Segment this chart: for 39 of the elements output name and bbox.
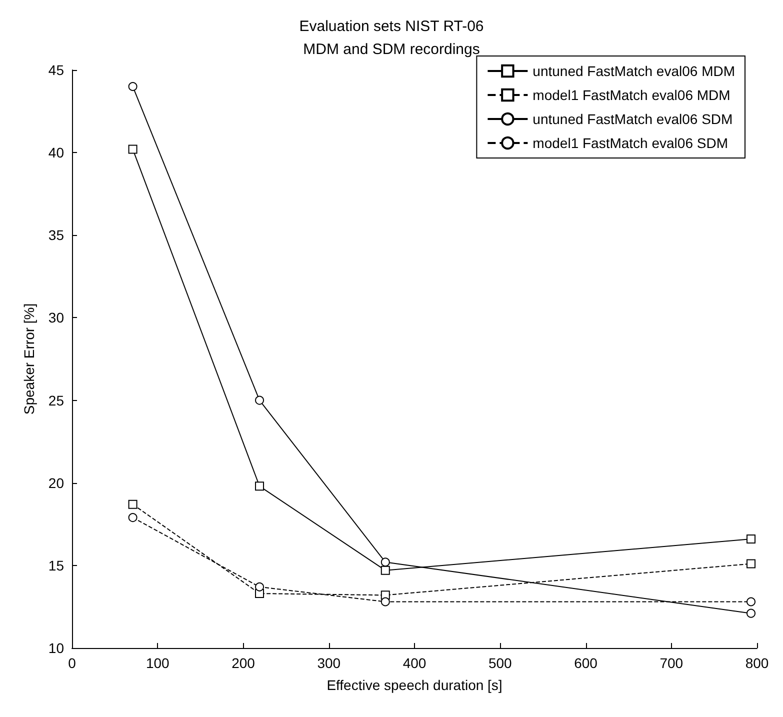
legend-label: untuned FastMatch eval06 MDM	[532, 63, 736, 79]
legend-label: model1 FastMatch eval06 SDM	[532, 135, 728, 151]
chart-subtitle: MDM and SDM recordings	[303, 41, 480, 58]
x-tick-label: 100	[146, 655, 170, 671]
point	[255, 482, 264, 491]
x-tick-label: 800	[745, 655, 769, 671]
point	[746, 534, 756, 544]
point	[255, 396, 264, 405]
y-tick-label: 35	[48, 227, 64, 244]
point	[746, 597, 756, 606]
legend-label: untuned FastMatch eval06 SDM	[532, 111, 733, 127]
y-axis-title: Speaker Error [%]	[21, 303, 37, 415]
x-tick-label: 700	[660, 655, 684, 671]
point	[128, 82, 138, 92]
point	[255, 582, 264, 592]
point	[128, 500, 138, 509]
point	[128, 144, 138, 154]
y-tick-label: 45	[48, 62, 64, 78]
y-tick-label: 40	[48, 144, 64, 161]
point	[128, 513, 138, 522]
legend-label: model1 FastMatch eval06 MDM	[532, 87, 730, 103]
point	[746, 608, 756, 618]
y-tick-label: 20	[48, 474, 64, 491]
point	[380, 558, 390, 567]
x-axis-title: Effective speech duration [s]	[326, 677, 502, 693]
y-tick-label: 10	[48, 640, 64, 656]
x-tick-label: 200	[232, 655, 256, 671]
y-tick-label: 15	[48, 557, 64, 574]
point	[380, 597, 390, 606]
x-tick-label: 0	[68, 655, 76, 671]
y-tick-label: 30	[48, 310, 64, 326]
point	[380, 566, 390, 575]
y-tick-label: 25	[48, 392, 64, 408]
point	[746, 559, 756, 568]
x-tick-label: 300	[317, 655, 341, 671]
x-tick-label: 400	[402, 655, 426, 671]
x-tick-label: 600	[574, 655, 598, 671]
x-tick-label: 500	[488, 655, 512, 671]
chart-title: Evaluation sets NIST RT-06	[299, 18, 484, 35]
